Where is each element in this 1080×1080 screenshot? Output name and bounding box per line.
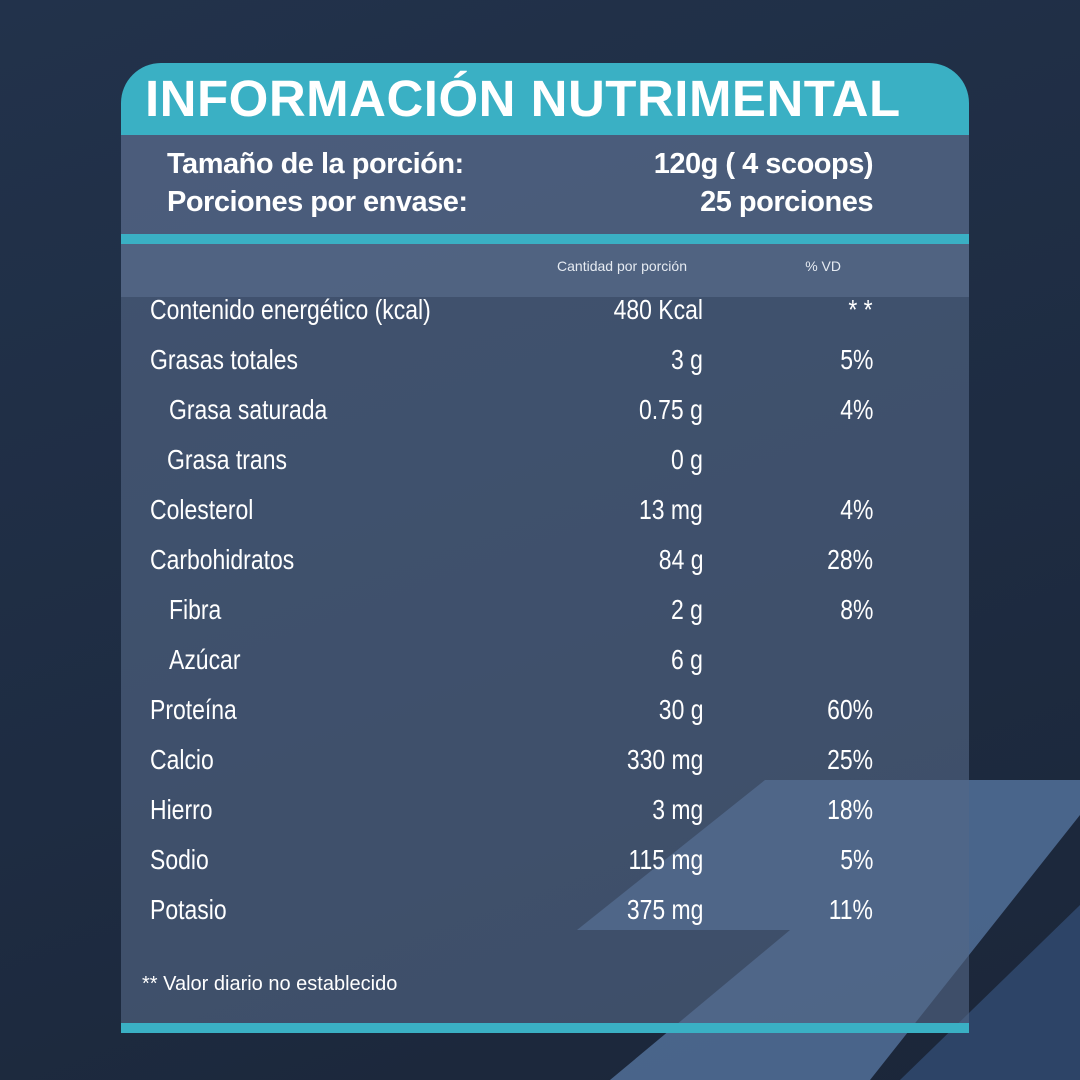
nutrient-amount: 375 mg: [626, 894, 703, 925]
table-row: Proteína 30 g 60%: [121, 694, 969, 744]
daily-value-column-header: % VD: [805, 258, 841, 274]
nutrient-amount: 115 mg: [628, 844, 703, 875]
nutrient-daily-value: 4%: [839, 494, 873, 525]
amount-column-header: Cantidad por porción: [557, 258, 687, 274]
divider-bottom: [121, 1023, 969, 1033]
nutrient-name: Proteína: [150, 694, 237, 725]
nutrient-name: Sodio: [150, 844, 209, 875]
table-row: Hierro 3 mg 18%: [121, 794, 969, 844]
nutrient-name: Grasa trans: [167, 444, 287, 475]
nutrient-name: Carbohidratos: [150, 544, 295, 575]
nutrient-amount: 84 g: [658, 544, 703, 575]
table-row: Contenido energético (kcal) 480 Kcal * *: [121, 294, 969, 344]
card-header: INFORMACIÓN NUTRIMENTAL: [121, 63, 969, 135]
table-row: Azúcar 6 g: [121, 644, 969, 694]
nutrient-table: Cantidad por porción % VD Contenido ener…: [121, 244, 969, 1023]
serving-size-label: Tamaño de la porción:: [167, 148, 464, 180]
nutrient-daily-value: 18%: [827, 794, 873, 825]
table-row: Colesterol 13 mg 4%: [121, 494, 969, 544]
nutrient-daily-value: 60%: [827, 694, 873, 725]
nutrient-name: Azúcar: [169, 644, 241, 675]
nutrient-daily-value: 8%: [839, 594, 873, 625]
nutrient-name: Grasas totales: [150, 344, 299, 375]
nutrient-amount: 480 Kcal: [613, 294, 703, 325]
nutrient-daily-value: 25%: [827, 744, 873, 775]
nutrient-daily-value: 5%: [839, 344, 873, 375]
nutrient-name: Calcio: [150, 744, 214, 775]
table-row: Potasio 375 mg 11%: [121, 894, 969, 944]
nutrient-name: Colesterol: [150, 494, 254, 525]
table-row: Sodio 115 mg 5%: [121, 844, 969, 894]
nutrient-amount: 6 g: [671, 644, 703, 675]
nutrient-daily-value: 28%: [827, 544, 873, 575]
divider-top: [121, 234, 969, 244]
page-title: INFORMACIÓN NUTRIMENTAL: [145, 70, 901, 127]
nutrient-name: Fibra: [169, 594, 222, 625]
nutrient-amount: 0 g: [671, 444, 703, 475]
nutrient-daily-value: 11%: [828, 894, 873, 925]
serving-size-value: 120g ( 4 scoops): [653, 148, 874, 180]
nutrient-amount: 3 mg: [651, 794, 703, 825]
table-row: Fibra 2 g 8%: [121, 594, 969, 644]
footnote: ** Valor diario no establecido: [142, 973, 398, 995]
servings-per-container-label: Porciones por envase:: [167, 186, 468, 218]
table-row: Carbohidratos 84 g 28%: [121, 544, 969, 594]
nutrient-amount: 13 mg: [639, 494, 703, 525]
servings-per-container-value: 25 porciones: [700, 186, 873, 218]
table-row: Grasa saturada 0.75 g 4%: [121, 394, 969, 444]
nutrient-daily-value: * *: [848, 294, 873, 325]
nutrient-name: Potasio: [150, 894, 227, 925]
table-row: Grasas totales 3 g 5%: [121, 344, 969, 394]
nutrient-amount: 30 g: [658, 694, 703, 725]
nutrient-amount: 3 g: [671, 344, 703, 375]
nutrient-amount: 330 mg: [626, 744, 703, 775]
nutrient-name: Grasa saturada: [169, 394, 328, 425]
nutrient-name: Hierro: [150, 794, 213, 825]
nutrient-daily-value: 4%: [839, 394, 873, 425]
nutrient-name: Contenido energético (kcal): [150, 294, 431, 325]
nutrient-amount: 0.75 g: [639, 394, 703, 425]
nutrient-amount: 2 g: [671, 594, 703, 625]
table-row: Calcio 330 mg 25%: [121, 744, 969, 794]
table-row: Grasa trans 0 g: [121, 444, 969, 494]
nutrient-daily-value: 5%: [839, 844, 873, 875]
nutrition-facts-card: INFORMACIÓN NUTRIMENTAL Tamaño de la por…: [121, 63, 969, 1034]
